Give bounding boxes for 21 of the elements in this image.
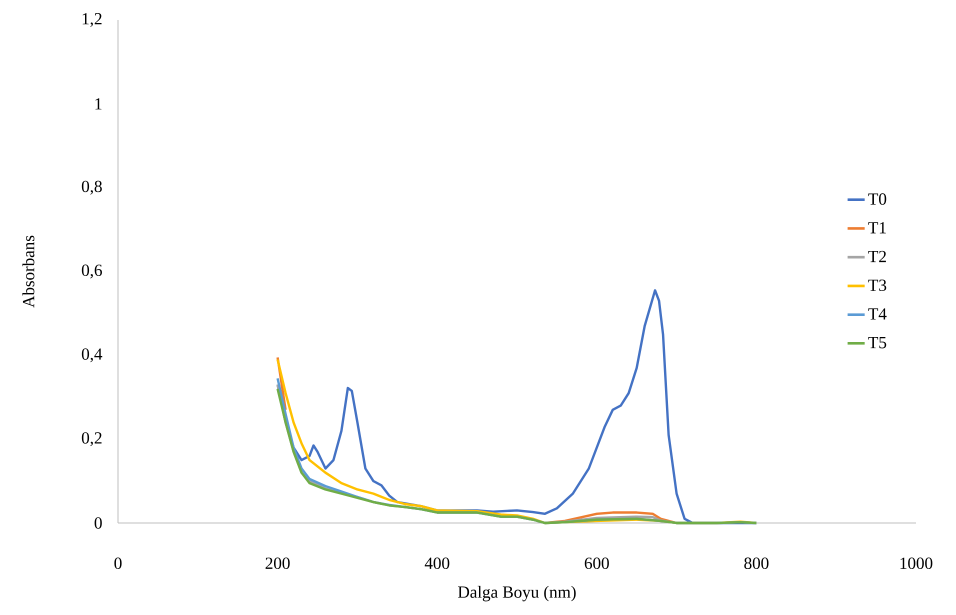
y-tick-label: 1,2 bbox=[82, 13, 102, 27]
legend-label: T5 bbox=[868, 337, 886, 348]
legend-label: T2 bbox=[868, 250, 886, 262]
x-axis-title: Dalga Boyu (nm) bbox=[458, 586, 576, 602]
y-tick-label: 1 bbox=[95, 98, 102, 110]
legend-label: T1 bbox=[868, 222, 886, 234]
x-tick-label: 800 bbox=[744, 558, 769, 569]
legend-label: T0 bbox=[868, 193, 886, 205]
y-tick-label: 0,8 bbox=[82, 180, 102, 195]
y-axis-title: Absorbans bbox=[22, 236, 34, 308]
y-tick-label: 0 bbox=[94, 517, 102, 529]
y-tick-label: 0,6 bbox=[82, 264, 102, 278]
x-tick-label: 600 bbox=[584, 558, 609, 569]
y-tick-label: 0,2 bbox=[82, 432, 102, 446]
legend-label: T3 bbox=[868, 280, 886, 292]
y-tick-label: 0,4 bbox=[82, 348, 102, 362]
legend-label: T4 bbox=[868, 308, 887, 320]
x-tick-label: 200 bbox=[266, 558, 290, 569]
x-tick-label: 0 bbox=[114, 558, 122, 569]
x-tick-label: 400 bbox=[424, 558, 450, 569]
x-tick-label: 1000 bbox=[900, 558, 932, 569]
